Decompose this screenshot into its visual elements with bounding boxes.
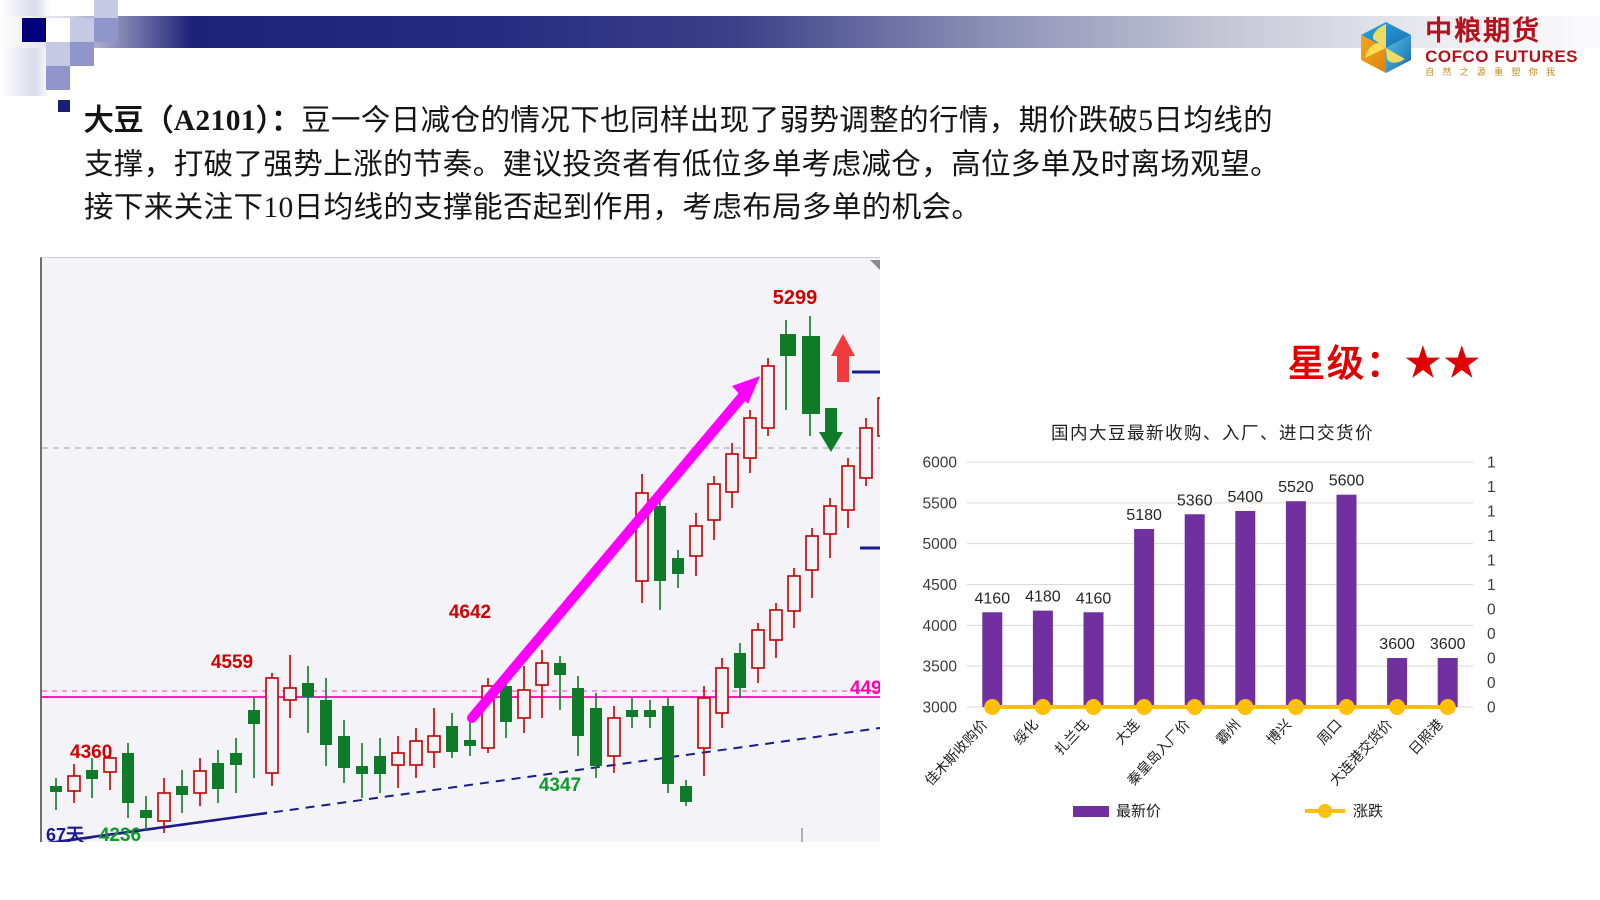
svg-text:最新价: 最新价 — [1116, 803, 1161, 820]
commentary-body: 豆一今日减仓的情况下也同样出现了弱势调整的行情，期价跌破5日均线的支撑，打破了强… — [84, 105, 1281, 225]
svg-text:大连: 大连 — [1112, 717, 1143, 748]
svg-text:5180: 5180 — [1126, 507, 1162, 524]
header-banner — [0, 0, 1600, 96]
svg-text:霸州: 霸州 — [1214, 717, 1244, 748]
svg-text:3000: 3000 — [923, 700, 958, 717]
svg-text:周口: 周口 — [1315, 717, 1345, 748]
logo-wordmark: 中粮期货 COFCO FUTURES 自 然 之 源 重 塑 你 我 — [1425, 15, 1578, 77]
svg-text:3500: 3500 — [923, 659, 958, 676]
svg-text:0: 0 — [1487, 700, 1496, 717]
k-label-4642: 4642 — [449, 602, 491, 623]
svg-text:1: 1 — [1487, 504, 1496, 521]
svg-text:0: 0 — [1487, 651, 1496, 668]
bar-chart-change-line — [984, 699, 1456, 715]
logo-english-name: COFCO FUTURES — [1425, 46, 1578, 66]
svg-text:1: 1 — [1487, 479, 1496, 496]
svg-text:5000: 5000 — [923, 536, 958, 553]
bar-chart-secondary-axis: 0 0 0 0 0 1 1 1 1 1 1 — [1487, 455, 1496, 717]
svg-text:4000: 4000 — [923, 618, 958, 635]
bar-chart-title: 国内大豆最新收购、入厂、进口交货价 — [1051, 423, 1374, 443]
candlestick-chart-panel[interactable]: 5299 4642 4559 4360 4236 4347 4496 67天 — [40, 257, 880, 842]
banner-square-mid — [94, 18, 118, 42]
k-label-4347: 4347 — [539, 775, 581, 796]
logo-slogan: 自 然 之 源 重 塑 你 我 — [1425, 66, 1558, 77]
banner-left-fade — [0, 0, 50, 96]
svg-text:5520: 5520 — [1278, 479, 1314, 496]
candlestick-series — [50, 316, 880, 833]
svg-text:1: 1 — [1487, 577, 1496, 594]
svg-text:涨跌: 涨跌 — [1353, 803, 1383, 820]
star-rating: 星级：★★ — [1288, 333, 1483, 387]
k-resize-handle[interactable] — [870, 260, 880, 272]
candlestick-svg: 5299 4642 4559 4360 4236 4347 4496 67天 — [42, 260, 880, 842]
soybean-price-bar-chart[interactable]: 国内大豆最新收购、入厂、进口交货价 3000 3500 4000 4500 5000 55… — [905, 412, 1520, 847]
star-rating-stars: ★★ — [1405, 340, 1483, 385]
bar-chart-data-labels: 4160 4180 4160 5180 5360 5400 5520 5600 3600 3600 — [975, 473, 1466, 653]
k-green-down-arrow-icon — [819, 408, 843, 452]
svg-text:0: 0 — [1487, 602, 1496, 619]
svg-text:绥化: 绥化 — [1011, 717, 1042, 748]
svg-text:博兴: 博兴 — [1263, 716, 1295, 748]
bullet-square-icon — [58, 100, 70, 112]
k-label-days: 67天 — [46, 825, 85, 842]
star-rating-label: 星级： — [1288, 344, 1405, 385]
banner-square-mid-lower — [70, 42, 94, 66]
svg-text:日照港: 日照港 — [1406, 717, 1446, 759]
svg-text:扎兰屯: 扎兰屯 — [1052, 717, 1092, 759]
svg-text:1: 1 — [1487, 528, 1496, 545]
k-trendline-dashed — [51, 727, 880, 842]
svg-text:6000: 6000 — [923, 455, 958, 472]
banner-square-mid-bottom — [46, 66, 70, 90]
banner-square-light-lower — [46, 42, 70, 66]
banner-square-white — [46, 18, 70, 42]
bar-chart-bars — [982, 494, 1458, 707]
bar-chart-y-axis: 3000 3500 4000 4500 5000 5500 6000 — [923, 455, 958, 717]
svg-text:0: 0 — [1487, 626, 1496, 643]
svg-text:3600: 3600 — [1430, 636, 1466, 653]
svg-text:4180: 4180 — [1025, 589, 1061, 606]
k-label-5299: 5299 — [773, 287, 818, 309]
svg-text:5500: 5500 — [923, 495, 958, 512]
svg-text:佳木斯收购价: 佳木斯收购价 — [922, 717, 991, 789]
svg-text:3600: 3600 — [1379, 636, 1415, 653]
bar-chart-legend: 最新价 涨跌 — [1073, 803, 1383, 820]
k-magenta-trend-arrow — [467, 376, 760, 723]
svg-text:4160: 4160 — [975, 590, 1011, 607]
svg-text:4500: 4500 — [923, 577, 958, 594]
commentary-title: 大豆（A2101）： — [84, 105, 302, 137]
banner-square-navy — [22, 18, 46, 42]
k-label-4236: 4236 — [99, 825, 141, 842]
k-trendline-solid — [47, 811, 268, 842]
cofco-cube-icon — [1357, 18, 1415, 76]
k-label-4360: 4360 — [70, 742, 112, 763]
banner-square-light-top — [94, 0, 118, 18]
k-label-4496: 4496 — [850, 678, 880, 699]
svg-text:1: 1 — [1487, 455, 1496, 472]
svg-text:4160: 4160 — [1076, 590, 1112, 607]
svg-text:5360: 5360 — [1177, 492, 1213, 509]
svg-text:5400: 5400 — [1228, 489, 1264, 506]
bar-chart-svg: 3000 3500 4000 4500 5000 5500 6000 0 0 0 0 0 1 1 1 1 1 1… — [922, 455, 1496, 821]
banner-square-light — [70, 18, 94, 42]
logo-chinese-name: 中粮期货 — [1425, 15, 1542, 46]
cofco-futures-logo: 中粮期货 COFCO FUTURES 自 然 之 源 重 塑 你 我 — [1357, 16, 1578, 78]
svg-text:1: 1 — [1487, 553, 1496, 570]
commentary-block: 大豆（A2101）：豆一今日减仓的情况下也同样出现了弱势调整的行情，期价跌破5日… — [58, 100, 1328, 231]
k-red-up-arrow-icon — [831, 334, 855, 382]
k-label-4559: 4559 — [211, 652, 253, 673]
svg-text:5600: 5600 — [1329, 473, 1365, 490]
banner-gradient-bar — [0, 16, 1600, 48]
svg-text:0: 0 — [1487, 675, 1496, 692]
